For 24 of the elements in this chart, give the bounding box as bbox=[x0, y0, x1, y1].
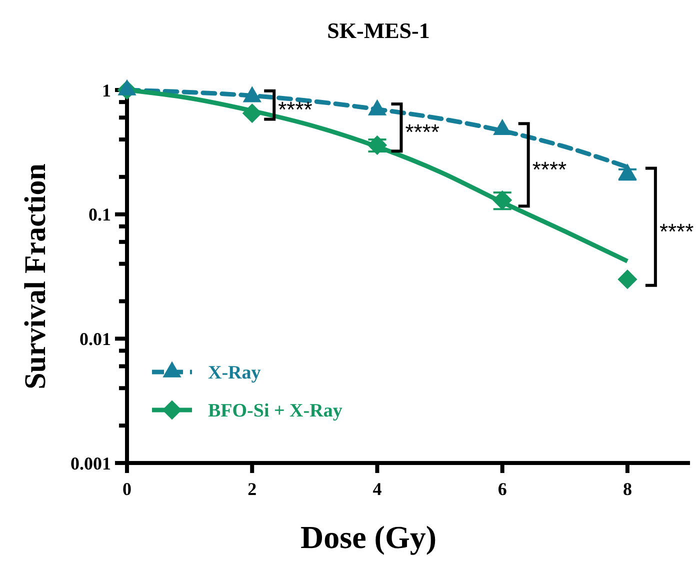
x-tick-label: 4 bbox=[372, 479, 382, 499]
legend-label: X-Ray bbox=[208, 362, 262, 384]
y-tick-label: 1 bbox=[102, 80, 111, 100]
x-tick-label: 8 bbox=[622, 479, 632, 499]
legend-label: BFO-Si + X-Ray bbox=[208, 400, 343, 422]
y-tick-label: 0.01 bbox=[80, 328, 111, 349]
point bbox=[618, 270, 638, 290]
point bbox=[618, 164, 637, 180]
x-tick-label: 0 bbox=[122, 479, 132, 499]
annotation: **** bbox=[405, 120, 440, 145]
y-axis-title: Survival Fraction bbox=[19, 163, 52, 390]
chart-title: SK-MES-1 bbox=[327, 18, 430, 43]
annotation: **** bbox=[278, 97, 313, 122]
annotation: **** bbox=[659, 218, 694, 244]
x-tick-label: 6 bbox=[498, 479, 507, 499]
point bbox=[118, 79, 136, 96]
annotation: **** bbox=[532, 157, 568, 182]
point bbox=[242, 86, 262, 102]
x-tick-label: 2 bbox=[248, 479, 257, 499]
y-tick-label: 0.001 bbox=[70, 453, 111, 474]
point bbox=[493, 118, 512, 136]
point bbox=[368, 99, 387, 116]
y-tick-label: 0.1 bbox=[88, 204, 111, 225]
x-axis-title: Dose (Gy) bbox=[300, 519, 436, 555]
